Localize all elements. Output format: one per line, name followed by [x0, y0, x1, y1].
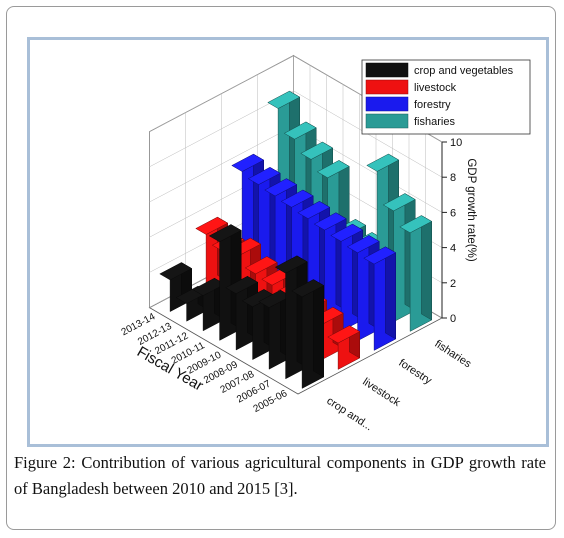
legend-swatch	[365, 113, 409, 129]
bar-livestock-2005-06	[327, 325, 361, 370]
bar-top-face	[313, 212, 347, 231]
bar-top-face	[247, 167, 281, 185]
bar-top-face	[258, 289, 292, 308]
legend-label: fisharies	[414, 116, 455, 128]
bar-top-face	[192, 277, 226, 296]
bar-top-face	[330, 223, 364, 242]
bar-crop-and-vegetables-2011-12	[192, 277, 226, 332]
legend-swatch	[365, 96, 409, 112]
legend-label: forestry	[414, 99, 451, 111]
legend-swatch	[365, 62, 409, 78]
z-tick-label: 4	[450, 243, 456, 255]
z-tick-label: 6	[450, 207, 456, 219]
component-tick-label: crop and...	[324, 395, 374, 433]
component-tick-label: fisharies	[432, 338, 473, 371]
figure-frame: 0 2 4 6 8 10 GDP growth rate(%) 2005-06 2006-07 2…	[6, 6, 556, 530]
bar-side-face	[313, 279, 324, 378]
legend-swatch	[365, 79, 409, 95]
bar-top-face	[327, 325, 361, 344]
z-axis-title: GDP growth rate(%)	[465, 158, 477, 261]
legend-label: crop and vegetables	[414, 65, 514, 77]
z-tick-label: 2	[450, 278, 456, 290]
grid-line	[149, 90, 443, 178]
bar-top-face	[291, 279, 325, 298]
bar-top-face	[363, 246, 397, 265]
caption-label: Figure 2:	[14, 453, 76, 472]
bar-side-face	[385, 246, 396, 340]
bar-top-face	[382, 193, 416, 212]
z-tick-label: 8	[450, 172, 456, 184]
z-tick-label: 10	[450, 137, 462, 149]
bar-top-face	[267, 90, 301, 109]
bar-fisharies-2005-06	[399, 215, 433, 332]
caption-text: Contribution of various agricultural com…	[14, 453, 547, 498]
bar-top-face	[283, 121, 317, 140]
bar-top-face	[399, 215, 433, 234]
bar-side-face	[421, 215, 432, 321]
bar-top-face	[159, 262, 193, 281]
bar-top-face	[280, 189, 314, 208]
bar-top-face	[244, 256, 278, 275]
figure-caption: Figure 2: Contribution of various agricu…	[14, 450, 546, 502]
bar-forestry-2005-06	[363, 246, 397, 351]
bar-top-face	[195, 216, 229, 235]
bar-top-face	[366, 153, 400, 172]
bar-top-face	[346, 235, 380, 254]
bar-top-face	[208, 224, 242, 243]
bar-top-face	[297, 201, 331, 219]
z-tick-label: 0	[450, 313, 456, 325]
legend: crop and vegetables livestock forestry fish…	[361, 59, 531, 135]
bar-crop-and-vegetables-2005-06	[291, 279, 325, 389]
bar-top-face	[300, 141, 334, 160]
chart-container: 0 2 4 6 8 10 GDP growth rate(%) 2005-06 2006-07 2…	[27, 37, 549, 447]
bar-top-face	[231, 153, 265, 172]
bar-top-face	[316, 160, 350, 179]
component-tick-label: forestry	[396, 357, 434, 387]
bar-top-face	[274, 255, 308, 274]
legend-label: livestock	[414, 82, 457, 94]
component-tick-label: livestock	[360, 376, 402, 409]
bar-top-face	[264, 178, 298, 197]
bar-top-face	[225, 276, 259, 294]
bars-group	[159, 90, 433, 389]
